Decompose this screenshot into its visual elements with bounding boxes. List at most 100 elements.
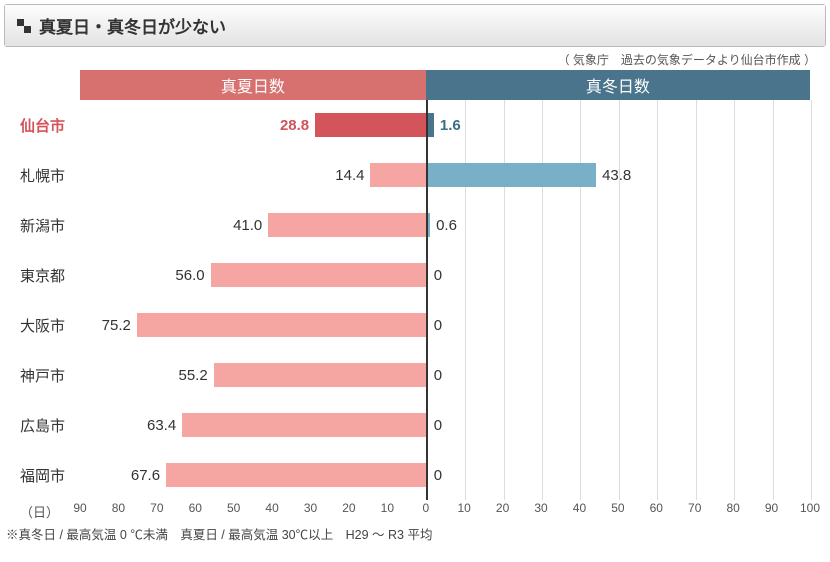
chart-header-row: 真夏日数 真冬日数	[20, 70, 810, 100]
axis-tick: 40	[265, 501, 278, 515]
city-label: 東京都	[20, 265, 80, 286]
right-value-label: 0.6	[430, 217, 463, 234]
gridline	[657, 100, 658, 150]
gridline	[696, 400, 697, 450]
gridline	[619, 400, 620, 450]
title-icon	[17, 19, 31, 33]
left-bar	[182, 413, 426, 437]
gridline	[773, 400, 774, 450]
gridline	[696, 250, 697, 300]
chart-row: 福岡市67.60	[20, 450, 810, 500]
gridline	[696, 300, 697, 350]
axis-tick: 50	[227, 501, 240, 515]
gridline	[542, 300, 543, 350]
left-plot: 63.4	[80, 400, 426, 450]
axis-tick: 60	[650, 501, 663, 515]
city-label: 神戸市	[20, 365, 80, 386]
axis-tick: 100	[800, 501, 820, 515]
left-plot: 55.2	[80, 350, 426, 400]
gridline	[580, 100, 581, 150]
chart-row: 札幌市 14.4 43.8	[20, 150, 810, 200]
left-value-label: 41.0	[227, 217, 268, 234]
gridline	[619, 250, 620, 300]
axis-tick: 70	[688, 501, 701, 515]
axis-tick: 50	[611, 501, 624, 515]
axis-tick: 10	[458, 501, 471, 515]
axis-tick: 30	[304, 501, 317, 515]
gridline	[504, 400, 505, 450]
chart-rows: 仙台市28.81.6札幌市14.443.8新潟市41.00.6東京都56.00大…	[20, 100, 810, 500]
gridline	[696, 350, 697, 400]
gridline	[504, 350, 505, 400]
gridline	[773, 350, 774, 400]
gridline	[504, 250, 505, 300]
gridline	[734, 450, 735, 500]
city-label: 大阪市	[20, 315, 80, 336]
right-plot: 0	[426, 450, 810, 500]
row-plot: 56.00	[80, 250, 810, 300]
gridline	[542, 250, 543, 300]
gridline	[504, 100, 505, 150]
gridline	[773, 250, 774, 300]
right-value-label: 43.8	[596, 167, 637, 184]
gridline	[734, 200, 735, 250]
axis-tick: 80	[112, 501, 125, 515]
axis-tick: 30	[534, 501, 547, 515]
gridline	[542, 450, 543, 500]
gridline	[811, 200, 812, 250]
right-plot: 0	[426, 250, 810, 300]
city-label: 新潟市	[20, 215, 80, 236]
right-value-label: 0	[428, 417, 448, 434]
left-bar	[137, 313, 426, 337]
gridline	[619, 450, 620, 500]
axis-tick: 20	[496, 501, 509, 515]
gridline	[580, 300, 581, 350]
left-value-label: 75.2	[96, 317, 137, 334]
right-plot: 0	[426, 350, 810, 400]
axis-tick: 60	[189, 501, 202, 515]
gridline	[657, 150, 658, 200]
left-bar	[211, 263, 426, 287]
axis-right: 102030405060708090100	[426, 501, 810, 521]
gridline	[504, 450, 505, 500]
source-note: （ 気象庁 過去の気象データより仙台市作成 ）	[4, 47, 826, 70]
gridline	[811, 400, 812, 450]
gridline	[619, 300, 620, 350]
gridline	[542, 200, 543, 250]
gridline	[657, 250, 658, 300]
chart: 真夏日数 真冬日数 仙台市28.81.6 札幌市 14.4 43.8 新潟市 41.0 0.…	[20, 70, 810, 522]
header-spacer	[20, 70, 80, 100]
gridline	[773, 200, 774, 250]
row-plot: 28.81.6	[80, 100, 810, 150]
gridline	[580, 200, 581, 250]
left-plot: 56.0	[80, 250, 426, 300]
right-value-label: 0	[428, 467, 448, 484]
gridline	[773, 450, 774, 500]
gridline	[811, 300, 812, 350]
left-value-label: 56.0	[169, 267, 210, 284]
left-value-label: 14.4	[329, 167, 370, 184]
chart-row: 仙台市28.81.6	[20, 100, 810, 150]
chart-row: 新潟市 41.0 0.6	[20, 200, 810, 250]
row-plot: 75.20	[80, 300, 810, 350]
gridline	[465, 450, 466, 500]
city-label: 札幌市	[20, 165, 80, 186]
gridline	[542, 400, 543, 450]
left-bar	[315, 113, 426, 137]
gridline	[465, 400, 466, 450]
header-left: 真夏日数	[80, 70, 426, 100]
left-value-label: 55.2	[173, 367, 214, 384]
right-plot: 0	[426, 400, 810, 450]
gridline	[811, 250, 812, 300]
axis-tick: 80	[726, 501, 739, 515]
gridline	[465, 250, 466, 300]
chart-row: 神戸市 55.2 0	[20, 350, 810, 400]
gridline	[465, 300, 466, 350]
gridline	[580, 250, 581, 300]
gridline	[811, 150, 812, 200]
gridline	[657, 300, 658, 350]
axis-left: 9080706050403020100	[80, 501, 426, 521]
gridline	[619, 350, 620, 400]
gridline	[580, 450, 581, 500]
right-value-label: 0	[428, 317, 448, 334]
